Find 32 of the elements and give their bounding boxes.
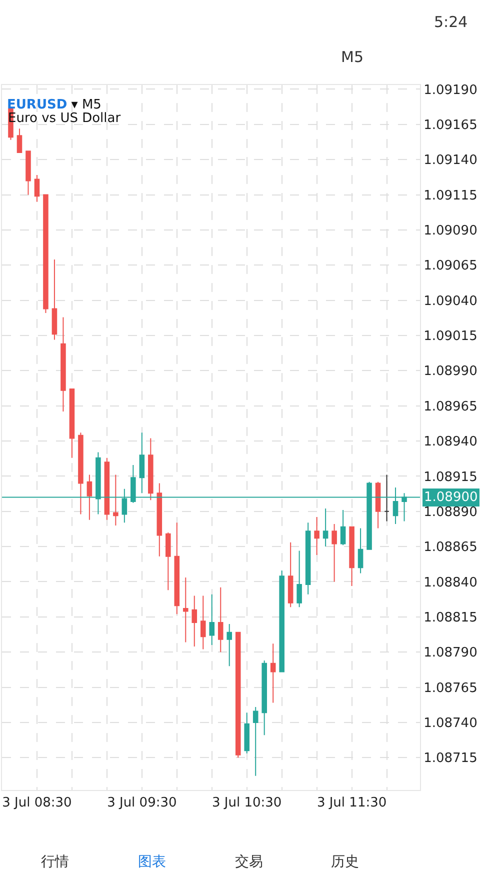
y-tick-label: 1.08940 bbox=[424, 434, 478, 450]
y-tick-label: 1.08890 bbox=[424, 504, 478, 520]
text: 行情 bbox=[41, 854, 69, 870]
y-tick-label: 1.08765 bbox=[424, 680, 478, 696]
text: EURUSD ▾ M5 bbox=[7, 98, 102, 113]
y-tick-label: 1.08790 bbox=[424, 646, 478, 661]
ref-line-label: 1.08900 bbox=[424, 490, 478, 505]
text: 交易 bbox=[235, 854, 263, 870]
text: 图表 bbox=[138, 854, 166, 870]
y-tick-label: 1.08740 bbox=[424, 716, 478, 732]
y-tick-label: 1.09140 bbox=[424, 153, 478, 168]
y-tick-label: 1.08915 bbox=[424, 470, 478, 485]
x-tick-label: 3 Jul 09:30 bbox=[107, 796, 177, 811]
y-tick-label: 1.09065 bbox=[424, 258, 478, 274]
y-tick-label: 1.09190 bbox=[424, 82, 478, 98]
y-tick-label: 1.08815 bbox=[424, 610, 478, 626]
x-tick-label: 3 Jul 08:30 bbox=[2, 796, 72, 811]
y-tick-label: 1.09115 bbox=[424, 188, 478, 204]
y-tick-label: 1.08990 bbox=[424, 364, 478, 380]
text: 5:24 bbox=[434, 13, 468, 31]
y-tick-label: 1.09090 bbox=[424, 223, 478, 238]
y-tick-label: 1.09165 bbox=[424, 118, 478, 133]
y-tick-label: 1.08965 bbox=[424, 399, 478, 414]
y-tick-label: 1.09040 bbox=[424, 294, 478, 309]
x-tick-label: 3 Jul 10:30 bbox=[212, 796, 282, 811]
text: M5 bbox=[341, 48, 364, 66]
y-tick-label: 1.08865 bbox=[424, 540, 478, 556]
y-tick-label: 1.08840 bbox=[424, 575, 478, 590]
text: 历史 bbox=[331, 854, 359, 870]
y-tick-label: 1.08715 bbox=[424, 751, 478, 766]
x-tick-label: 3 Jul 11:30 bbox=[316, 796, 387, 811]
y-tick-label: 1.09015 bbox=[424, 329, 478, 344]
